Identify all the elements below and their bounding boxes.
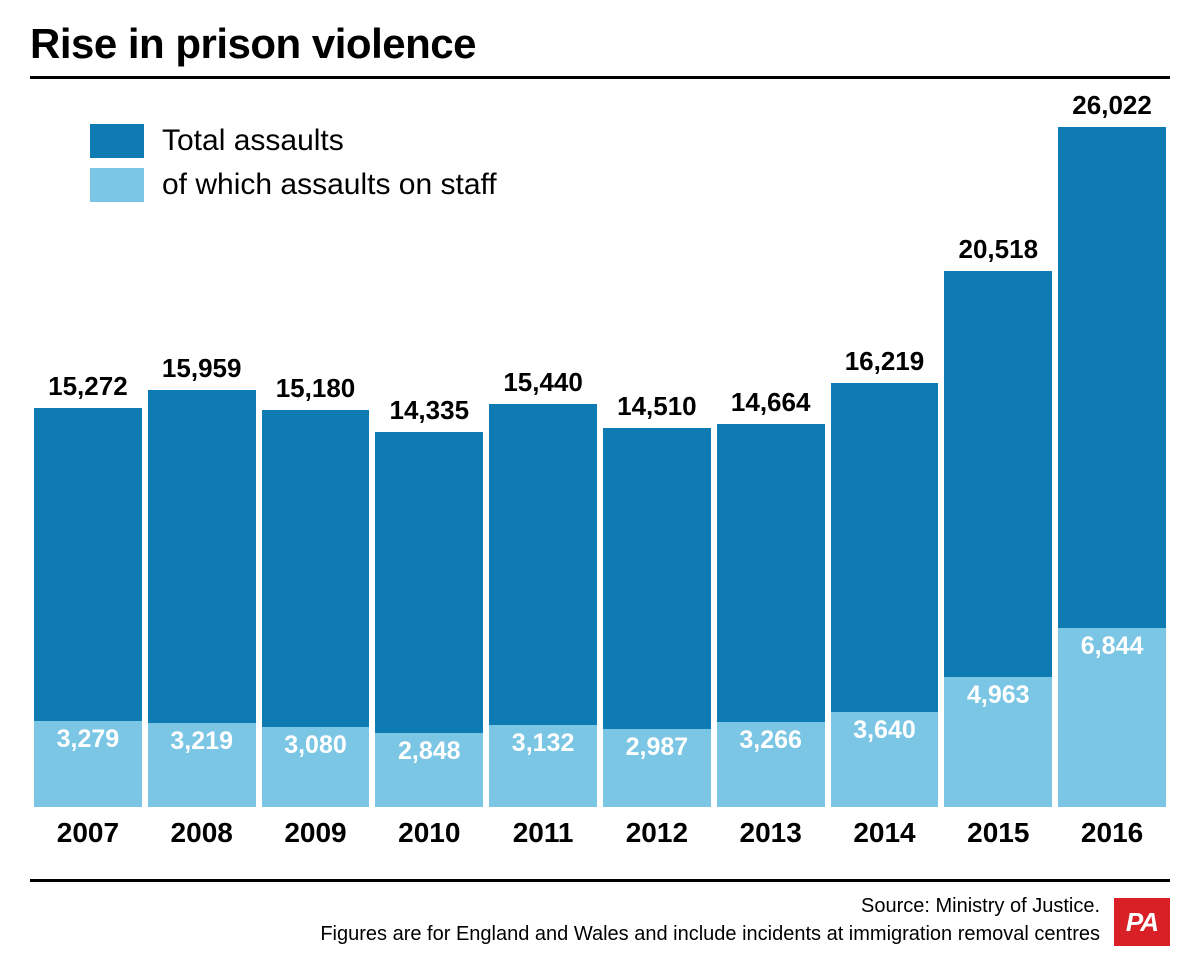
pa-badge: PA xyxy=(1114,898,1170,946)
x-axis-label: 2012 xyxy=(626,817,688,849)
bar-segment-staff: 6,844 xyxy=(1058,628,1166,807)
footer-note: Figures are for England and Wales and in… xyxy=(30,920,1100,948)
bar-column: 26,022 6,844 2016 xyxy=(1058,90,1166,849)
footer-rule xyxy=(30,879,1170,882)
bar-total-label: 15,440 xyxy=(503,367,583,398)
title-rule xyxy=(30,76,1170,79)
chart-area: Total assaults of which assaults on staf… xyxy=(30,99,1170,849)
bar-total-label: 15,272 xyxy=(48,371,128,402)
bar-stack: 3,219 xyxy=(148,390,256,807)
x-axis-label: 2015 xyxy=(967,817,1029,849)
bar-column: 15,440 3,132 2011 xyxy=(489,367,597,849)
bar-stack: 4,963 xyxy=(944,271,1052,807)
bar-segment-staff: 2,987 xyxy=(603,729,711,807)
legend-swatch-total xyxy=(90,124,144,158)
bar-staff-label: 3,132 xyxy=(489,729,597,758)
bar-stack: 3,266 xyxy=(717,424,825,807)
bar-segment-staff: 3,640 xyxy=(831,712,939,807)
bar-staff-label: 2,848 xyxy=(375,737,483,766)
bar-column: 14,664 3,266 2013 xyxy=(717,387,825,849)
bar-staff-label: 3,640 xyxy=(831,716,939,745)
bar-segment-total xyxy=(148,390,256,723)
x-axis-label: 2011 xyxy=(513,817,574,849)
x-axis-label: 2016 xyxy=(1081,817,1143,849)
bar-staff-label: 2,987 xyxy=(603,733,711,762)
bar-segment-total xyxy=(375,432,483,732)
bar-segment-staff: 3,279 xyxy=(34,721,142,807)
bar-column: 20,518 4,963 2015 xyxy=(944,234,1052,849)
bar-staff-label: 3,080 xyxy=(262,731,370,760)
legend-item-total: Total assaults xyxy=(90,124,497,158)
bar-total-label: 14,664 xyxy=(731,387,811,418)
bar-stack: 3,640 xyxy=(831,383,939,807)
bar-stack: 6,844 xyxy=(1058,127,1166,807)
bar-stack: 2,987 xyxy=(603,428,711,807)
chart-title: Rise in prison violence xyxy=(30,20,1170,68)
bar-segment-total xyxy=(1058,127,1166,628)
bar-staff-label: 6,844 xyxy=(1058,632,1166,661)
bar-stack: 3,132 xyxy=(489,404,597,807)
bar-total-label: 15,180 xyxy=(276,373,356,404)
bar-segment-total xyxy=(262,410,370,726)
bar-total-label: 15,959 xyxy=(162,353,242,384)
bar-staff-label: 3,279 xyxy=(34,725,142,754)
bar-total-label: 20,518 xyxy=(959,234,1039,265)
bar-column: 16,219 3,640 2014 xyxy=(831,346,939,849)
bar-segment-total xyxy=(717,424,825,722)
bar-segment-total xyxy=(831,383,939,712)
footer: Source: Ministry of Justice. Figures are… xyxy=(30,879,1170,948)
bar-staff-label: 4,963 xyxy=(944,681,1052,710)
bar-segment-staff: 4,963 xyxy=(944,677,1052,807)
legend: Total assaults of which assaults on staf… xyxy=(90,124,497,212)
bar-column: 15,272 3,279 2007 xyxy=(34,371,142,849)
bar-segment-total xyxy=(603,428,711,729)
bar-total-label: 16,219 xyxy=(845,346,925,377)
bar-column: 15,180 3,080 2009 xyxy=(262,373,370,849)
bar-segment-staff: 3,219 xyxy=(148,723,256,807)
bar-segment-staff: 3,132 xyxy=(489,725,597,807)
bar-segment-staff: 3,266 xyxy=(717,722,825,807)
bar-segment-total xyxy=(34,408,142,721)
infographic-container: Rise in prison violence Total assaults o… xyxy=(0,0,1200,968)
legend-item-staff: of which assaults on staff xyxy=(90,168,497,202)
bar-total-label: 26,022 xyxy=(1072,90,1152,121)
bar-stack: 3,080 xyxy=(262,410,370,807)
bar-segment-staff: 2,848 xyxy=(375,733,483,807)
footer-source: Source: Ministry of Justice. xyxy=(30,892,1100,920)
legend-label-staff: of which assaults on staff xyxy=(162,168,497,202)
x-axis-label: 2007 xyxy=(57,817,119,849)
bar-total-label: 14,335 xyxy=(390,395,470,426)
footer-text: Source: Ministry of Justice. Figures are… xyxy=(30,892,1170,948)
bar-total-label: 14,510 xyxy=(617,391,697,422)
legend-label-total: Total assaults xyxy=(162,124,344,158)
bar-stack: 2,848 xyxy=(375,432,483,807)
x-axis-label: 2014 xyxy=(853,817,915,849)
bar-column: 14,335 2,848 2010 xyxy=(375,395,483,849)
legend-swatch-staff xyxy=(90,168,144,202)
bar-staff-label: 3,219 xyxy=(148,727,256,756)
x-axis-label: 2013 xyxy=(740,817,802,849)
x-axis-label: 2008 xyxy=(171,817,233,849)
x-axis-label: 2009 xyxy=(284,817,346,849)
x-axis-label: 2010 xyxy=(398,817,460,849)
bar-staff-label: 3,266 xyxy=(717,726,825,755)
bar-segment-total xyxy=(944,271,1052,677)
bar-segment-total xyxy=(489,404,597,726)
bar-stack: 3,279 xyxy=(34,408,142,807)
bar-column: 14,510 2,987 2012 xyxy=(603,391,711,849)
bar-segment-staff: 3,080 xyxy=(262,727,370,807)
bar-column: 15,959 3,219 2008 xyxy=(148,353,256,849)
